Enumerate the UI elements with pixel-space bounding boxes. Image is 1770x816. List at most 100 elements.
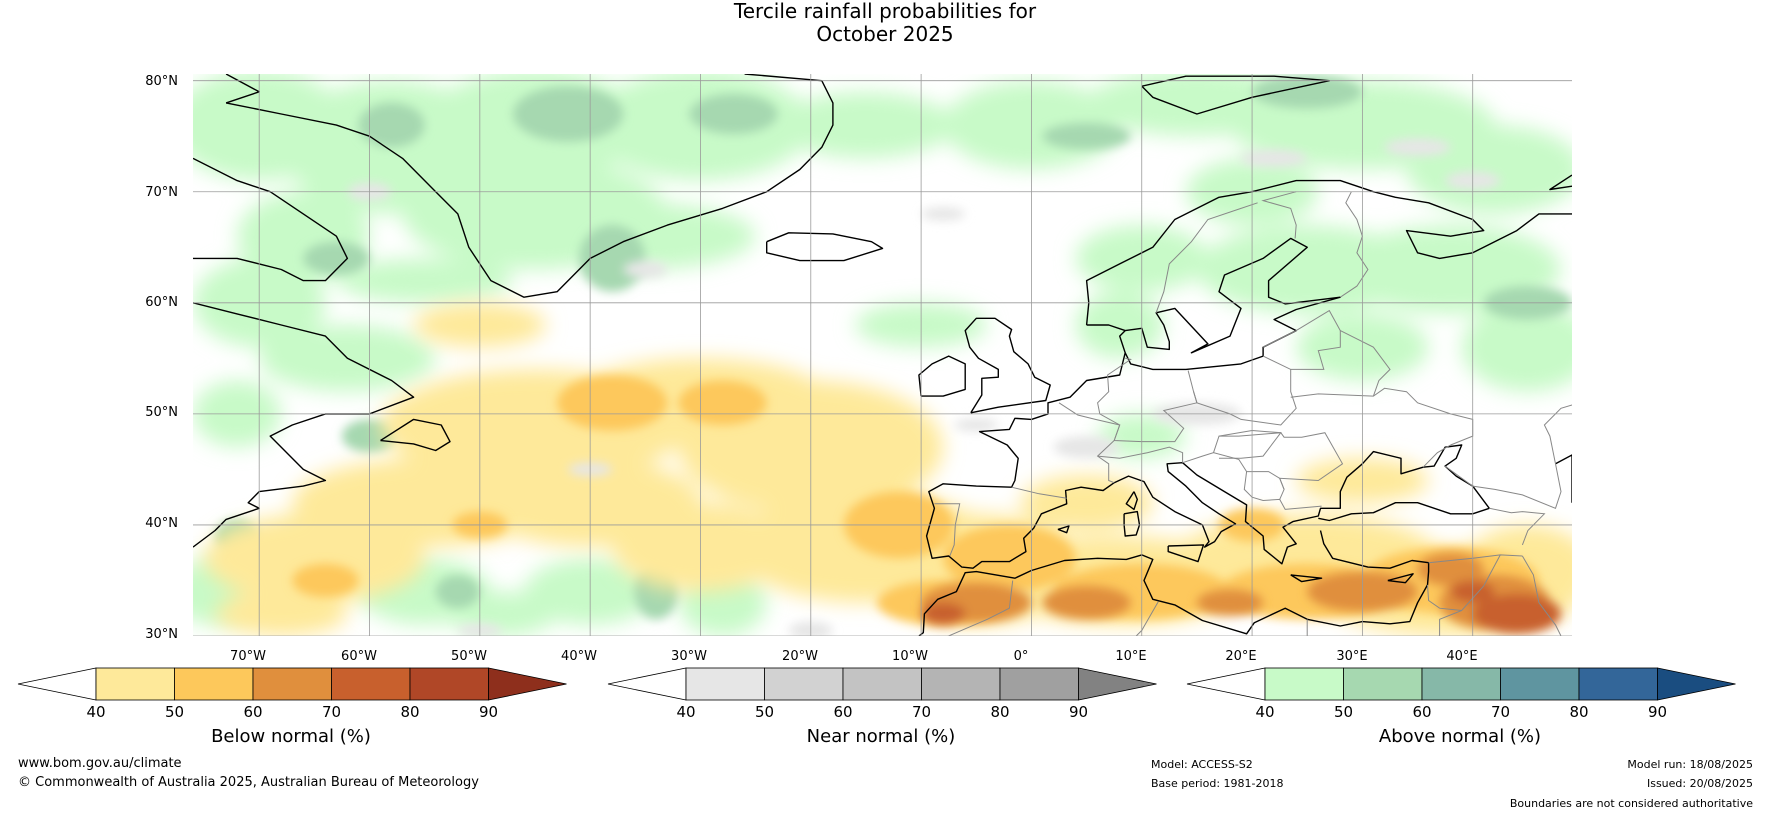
above-strong-blob-9 [435, 574, 480, 609]
border-france-east [1058, 402, 1121, 484]
baltic-coast [1086, 237, 1342, 371]
colorbar-above-tick-0: 40 [1255, 703, 1275, 721]
above-strong-blob-1 [689, 93, 778, 134]
colorbar-below-tick-2: 60 [243, 703, 263, 721]
model-name: Model: ACCESS-S2 [1151, 758, 1253, 771]
cyprus-coast [1387, 573, 1414, 584]
issued-date: Issued: 20/08/2025 [1646, 777, 1753, 790]
border-spain-france [1011, 486, 1067, 499]
lat-label-40n: 40°N [145, 516, 178, 531]
britain-coast [964, 317, 1051, 414]
border-baltics-russia [1262, 330, 1341, 370]
iceland-coast [766, 232, 884, 262]
lon-label-20w: 20°W [782, 649, 818, 664]
below-swatch-0 [95, 667, 175, 701]
border-ukraine-russia [1422, 444, 1451, 468]
caspian-coast [1555, 454, 1572, 503]
near-blob-3 [1241, 149, 1308, 168]
probability-fields [193, 74, 1572, 636]
border-caucasus [1444, 463, 1562, 509]
below-under-triangle [17, 667, 97, 701]
below-70-blob-1 [1042, 586, 1131, 620]
below-80-blob-0 [1472, 593, 1561, 634]
greenland-coast [225, 74, 834, 298]
colorbar-above-tick-2: 60 [1412, 703, 1432, 721]
svalbard-coast [1141, 75, 1331, 115]
above-swatch-3 [1500, 667, 1580, 701]
border-alps [1097, 446, 1184, 463]
colorbar-below-tick-5: 90 [478, 703, 499, 721]
colorbar-near-tick-0: 40 [676, 703, 696, 721]
near-blob-2 [921, 207, 966, 221]
tercile-map [193, 74, 1572, 636]
above-strong-blob-4 [1252, 75, 1363, 109]
above-swatch-0 [1264, 667, 1344, 701]
below-60-blob-1 [678, 380, 767, 425]
coastlines [193, 74, 1572, 636]
lon-label-20e: 20°E [1225, 649, 1257, 664]
lat-label-50n: 50°N [145, 405, 178, 420]
below-80-blob-2 [921, 602, 966, 625]
colorbar-near-label: Near normal (%) [806, 726, 956, 747]
border-jordan-saudi [1437, 610, 1462, 636]
website-link[interactable]: www.bom.gov.au/climate [18, 756, 182, 771]
newfoundland-coast [380, 418, 451, 452]
below-swatch-4 [409, 667, 489, 701]
near-swatch-0 [685, 667, 765, 701]
turkey-south [918, 530, 1430, 636]
lon-label-10e: 10°E [1115, 649, 1147, 664]
colorbar-above-swatches [1186, 667, 1736, 701]
novaya-zemlya [1549, 174, 1572, 191]
map-title-line1: Tercile rainfall probabilities for [733, 0, 1037, 23]
near-blob-11 [954, 418, 999, 432]
lon-label-60w: 60°W [341, 649, 377, 664]
lon-label-10w: 10°W [892, 649, 928, 664]
border-norway-sweden [1155, 202, 1258, 313]
above-blob-20 [1461, 302, 1572, 392]
near-blob-8 [1053, 436, 1120, 459]
colorbar-near-tick-1: 50 [754, 703, 775, 721]
above-under-triangle [1186, 667, 1266, 701]
colorbar-above-tick-3: 70 [1490, 703, 1511, 721]
above-blob-10 [336, 258, 513, 303]
below-swatch-2 [252, 667, 332, 701]
near-blob-1 [623, 260, 668, 279]
border-hungary [1218, 429, 1282, 459]
border-algeria-morocco [947, 580, 1014, 636]
near-swatch-4 [999, 667, 1079, 701]
lat-label-70n: 70°N [145, 185, 178, 200]
near-swatch-1 [764, 667, 844, 701]
colorbar-near-tick-3: 70 [911, 703, 932, 721]
border-syria-iraq [1427, 554, 1501, 612]
above-swatch-1 [1343, 667, 1423, 701]
colorbar-below-swatches [17, 667, 567, 701]
colorbar-above-tick-1: 50 [1333, 703, 1354, 721]
above-strong-blob-3 [579, 225, 646, 292]
above-blob-11 [777, 91, 955, 159]
above-strong-blob-2 [358, 102, 425, 148]
below-blob-13 [1020, 474, 1153, 531]
border-finland-russia [1340, 191, 1369, 298]
below-blob-16 [215, 591, 348, 636]
model-run-date: Model run: 18/08/2025 [1627, 758, 1753, 771]
above-strong-blob-0 [512, 86, 624, 142]
colorbar-near-tick-2: 60 [833, 703, 853, 721]
lon-label-70w: 70°W [230, 649, 266, 664]
map-canvas [193, 74, 1572, 636]
colorbar-above [1186, 667, 1747, 738]
lat-label-30n: 30°N [145, 627, 178, 642]
border-georgia-turkey [1489, 507, 1546, 546]
lon-label-0: 0° [1013, 649, 1029, 664]
colorbar-below [17, 667, 578, 738]
crete-coast [1290, 574, 1323, 583]
near-blob-4 [1384, 138, 1451, 157]
base-period: Base period: 1981-2018 [1151, 777, 1284, 790]
lon-label-50w: 50°W [451, 649, 487, 664]
border-balkans-1 [1182, 452, 1322, 510]
below-60-blob-8 [292, 563, 359, 598]
above-swatch-4 [1578, 667, 1658, 701]
border-sweden-finland [1261, 191, 1297, 239]
ireland-coast [918, 355, 966, 397]
turkey-coast [1318, 502, 1490, 522]
labrador-coast [193, 302, 415, 548]
